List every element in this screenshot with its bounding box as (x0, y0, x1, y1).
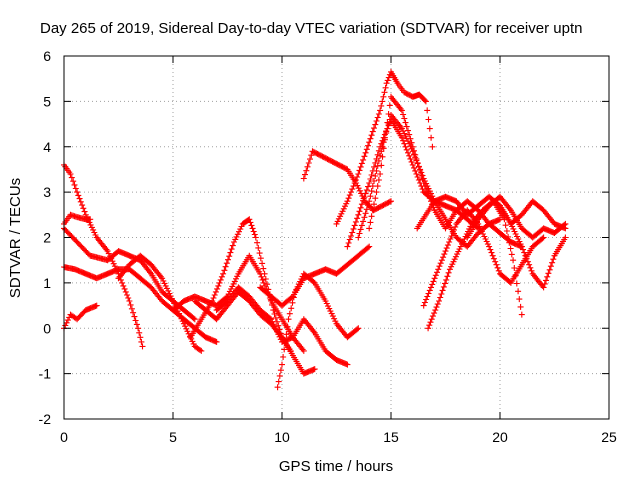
series-markers (366, 93, 525, 250)
y-tick-label: 3 (43, 184, 51, 200)
series-arc-8 (187, 216, 294, 354)
series-arc-22 (497, 202, 569, 291)
y-tick-label: 5 (43, 93, 51, 109)
y-tick-label: 0 (43, 320, 51, 336)
series-markers (187, 216, 294, 354)
series-arc-6 (115, 252, 205, 354)
series-arc-21 (464, 193, 569, 241)
series-arc-14 (333, 68, 436, 227)
series-markers (115, 252, 205, 354)
y-tick-label: -2 (39, 411, 52, 427)
x-axis-label: GPS time / hours (279, 458, 393, 475)
y-tick-label: 4 (43, 139, 51, 155)
series-markers (170, 252, 307, 354)
series-markers (213, 284, 351, 368)
series-arc-10 (213, 284, 351, 368)
x-tick-label: 5 (169, 429, 177, 445)
series-markers (497, 202, 569, 291)
x-tick-label: 10 (274, 429, 290, 445)
series-markers (333, 68, 436, 227)
axis-ticks (63, 55, 610, 420)
series-markers (344, 116, 482, 250)
series-arc-5 (61, 302, 100, 332)
axis-tick-labels: 0 5 10 15 20 25 -2 -1 0 1 2 3 4 5 6 (39, 48, 617, 445)
series-arc-15 (344, 116, 482, 250)
y-tick-label: 1 (43, 275, 51, 291)
y-tick-label: 2 (43, 230, 51, 246)
series-arc-7 (170, 252, 307, 354)
x-tick-label: 15 (383, 429, 399, 445)
series-markers (257, 243, 373, 309)
data-series (61, 68, 569, 391)
chart-title: Day 265 of 2019, Sidereal Day-to-day VTE… (40, 20, 582, 37)
series-arc-12 (257, 243, 373, 309)
y-tick-label: -1 (39, 366, 52, 382)
series-markers (61, 302, 100, 332)
x-tick-label: 25 (601, 429, 617, 445)
y-axis-label: SDTVAR / TECUs (7, 178, 24, 298)
x-tick-label: 0 (60, 429, 68, 445)
series-markers (464, 193, 569, 241)
x-tick-label: 20 (492, 429, 508, 445)
grid (64, 56, 609, 419)
y-tick-label: 6 (43, 48, 51, 64)
series-arc-17 (366, 93, 525, 250)
